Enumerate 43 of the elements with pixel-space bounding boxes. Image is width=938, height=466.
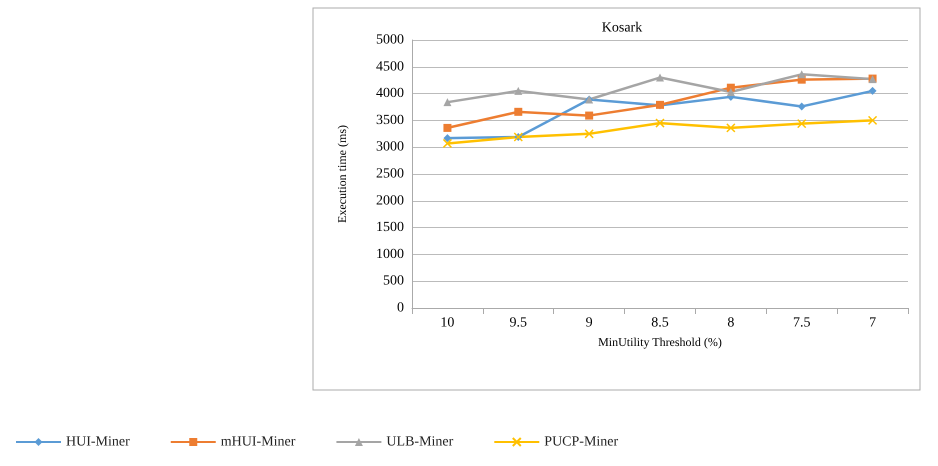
point <box>796 118 806 128</box>
point <box>726 123 736 133</box>
y-tick-label: 1500 <box>376 220 404 236</box>
y-axis-title: Execution time (ms) <box>335 125 349 223</box>
y-tick-label: 2000 <box>376 193 404 208</box>
legend-label: mHUI-Miner <box>220 434 296 450</box>
x-axis-title: MinUtility Threshold (%) <box>598 335 722 349</box>
point <box>868 86 877 95</box>
point <box>868 116 878 126</box>
legend-label: PUCP-Miner <box>544 434 619 450</box>
y-tick-label: 5000 <box>376 32 404 48</box>
x-tick-label: 7.5 <box>792 316 810 330</box>
y-tick-label: 3500 <box>376 112 404 128</box>
point <box>798 70 806 78</box>
chart-title: Kosark <box>602 20 642 36</box>
point <box>656 74 664 82</box>
y-tick-label: 4500 <box>376 59 404 74</box>
point <box>443 98 452 106</box>
point <box>798 102 806 110</box>
point <box>442 138 452 148</box>
x-tick-label: 9.5 <box>510 316 528 330</box>
y-tick-label: 0 <box>397 300 404 316</box>
x-tick-label: 10 <box>440 316 454 330</box>
x-tick-label: 8 <box>727 316 734 330</box>
y-tick-label: 3000 <box>376 140 404 155</box>
point <box>585 112 594 120</box>
x-tick-label: 7 <box>869 316 876 330</box>
x-tick-label: 9 <box>586 316 593 330</box>
point <box>726 84 735 92</box>
point <box>584 129 594 139</box>
point <box>443 134 452 142</box>
legend-label: ULB-Miner <box>386 434 454 450</box>
point <box>514 108 522 116</box>
y-tick-label: 2500 <box>376 166 404 182</box>
y-tick-label: 1000 <box>376 246 404 262</box>
point <box>514 86 522 95</box>
point <box>655 118 665 128</box>
legend-label: HUI-Miner <box>66 434 130 450</box>
y-tick-label: 4000 <box>376 86 404 102</box>
y-tick-label: 500 <box>383 274 404 289</box>
x-tick-label: 8.5 <box>651 316 669 330</box>
point <box>443 124 452 132</box>
point <box>726 88 735 96</box>
